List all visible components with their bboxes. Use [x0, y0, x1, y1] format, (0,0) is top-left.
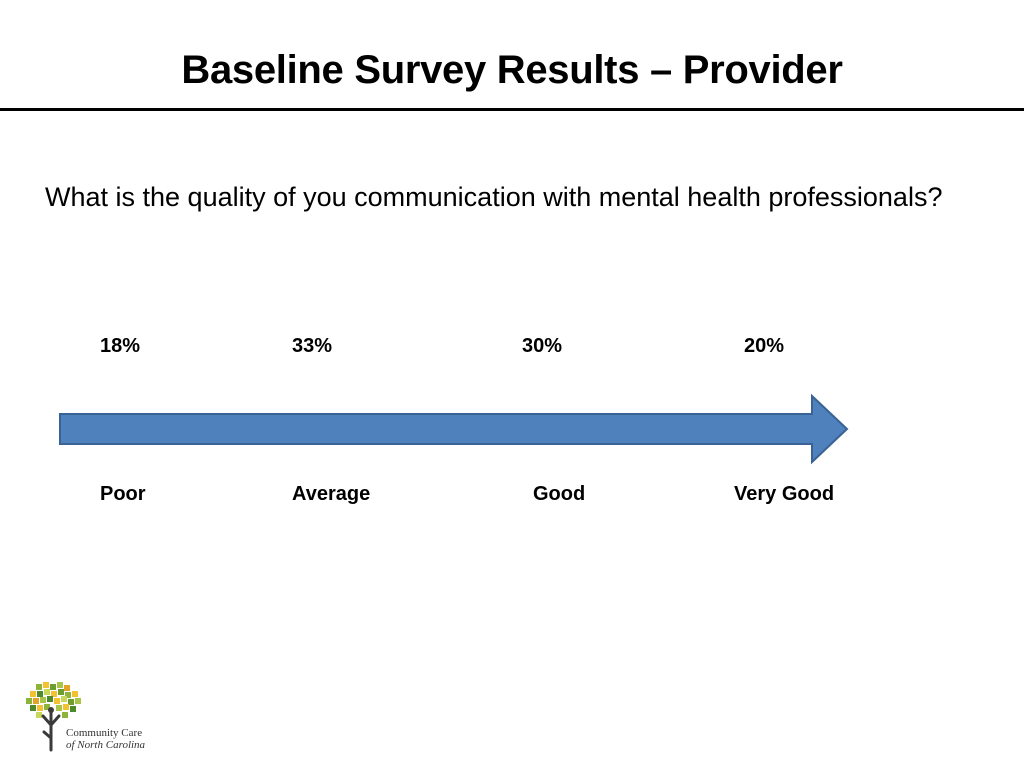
percent-average: 33% [292, 335, 333, 357]
scale-arrow [59, 393, 849, 465]
scale-arrow-shape [59, 393, 849, 465]
percent-good: 30% [522, 335, 563, 357]
survey-question: What is the quality of you communication… [45, 182, 943, 212]
percent-poor: 18% [100, 335, 141, 357]
logo-line-1: Community Care [66, 727, 143, 739]
logo-line-2: of North Carolina [66, 739, 146, 751]
percent-very-good: 20% [744, 335, 785, 357]
tree-icon [26, 682, 81, 752]
label-poor: Poor [100, 483, 146, 505]
logo-text: Community Care of North Carolina [66, 727, 145, 751]
community-care-logo [26, 682, 81, 752]
slide-title: Baseline Survey Results – Provider [181, 48, 843, 92]
label-average: Average [292, 483, 371, 505]
label-very-good: Very Good [734, 483, 835, 505]
title-divider [0, 108, 1024, 111]
label-good: Good [533, 483, 586, 505]
